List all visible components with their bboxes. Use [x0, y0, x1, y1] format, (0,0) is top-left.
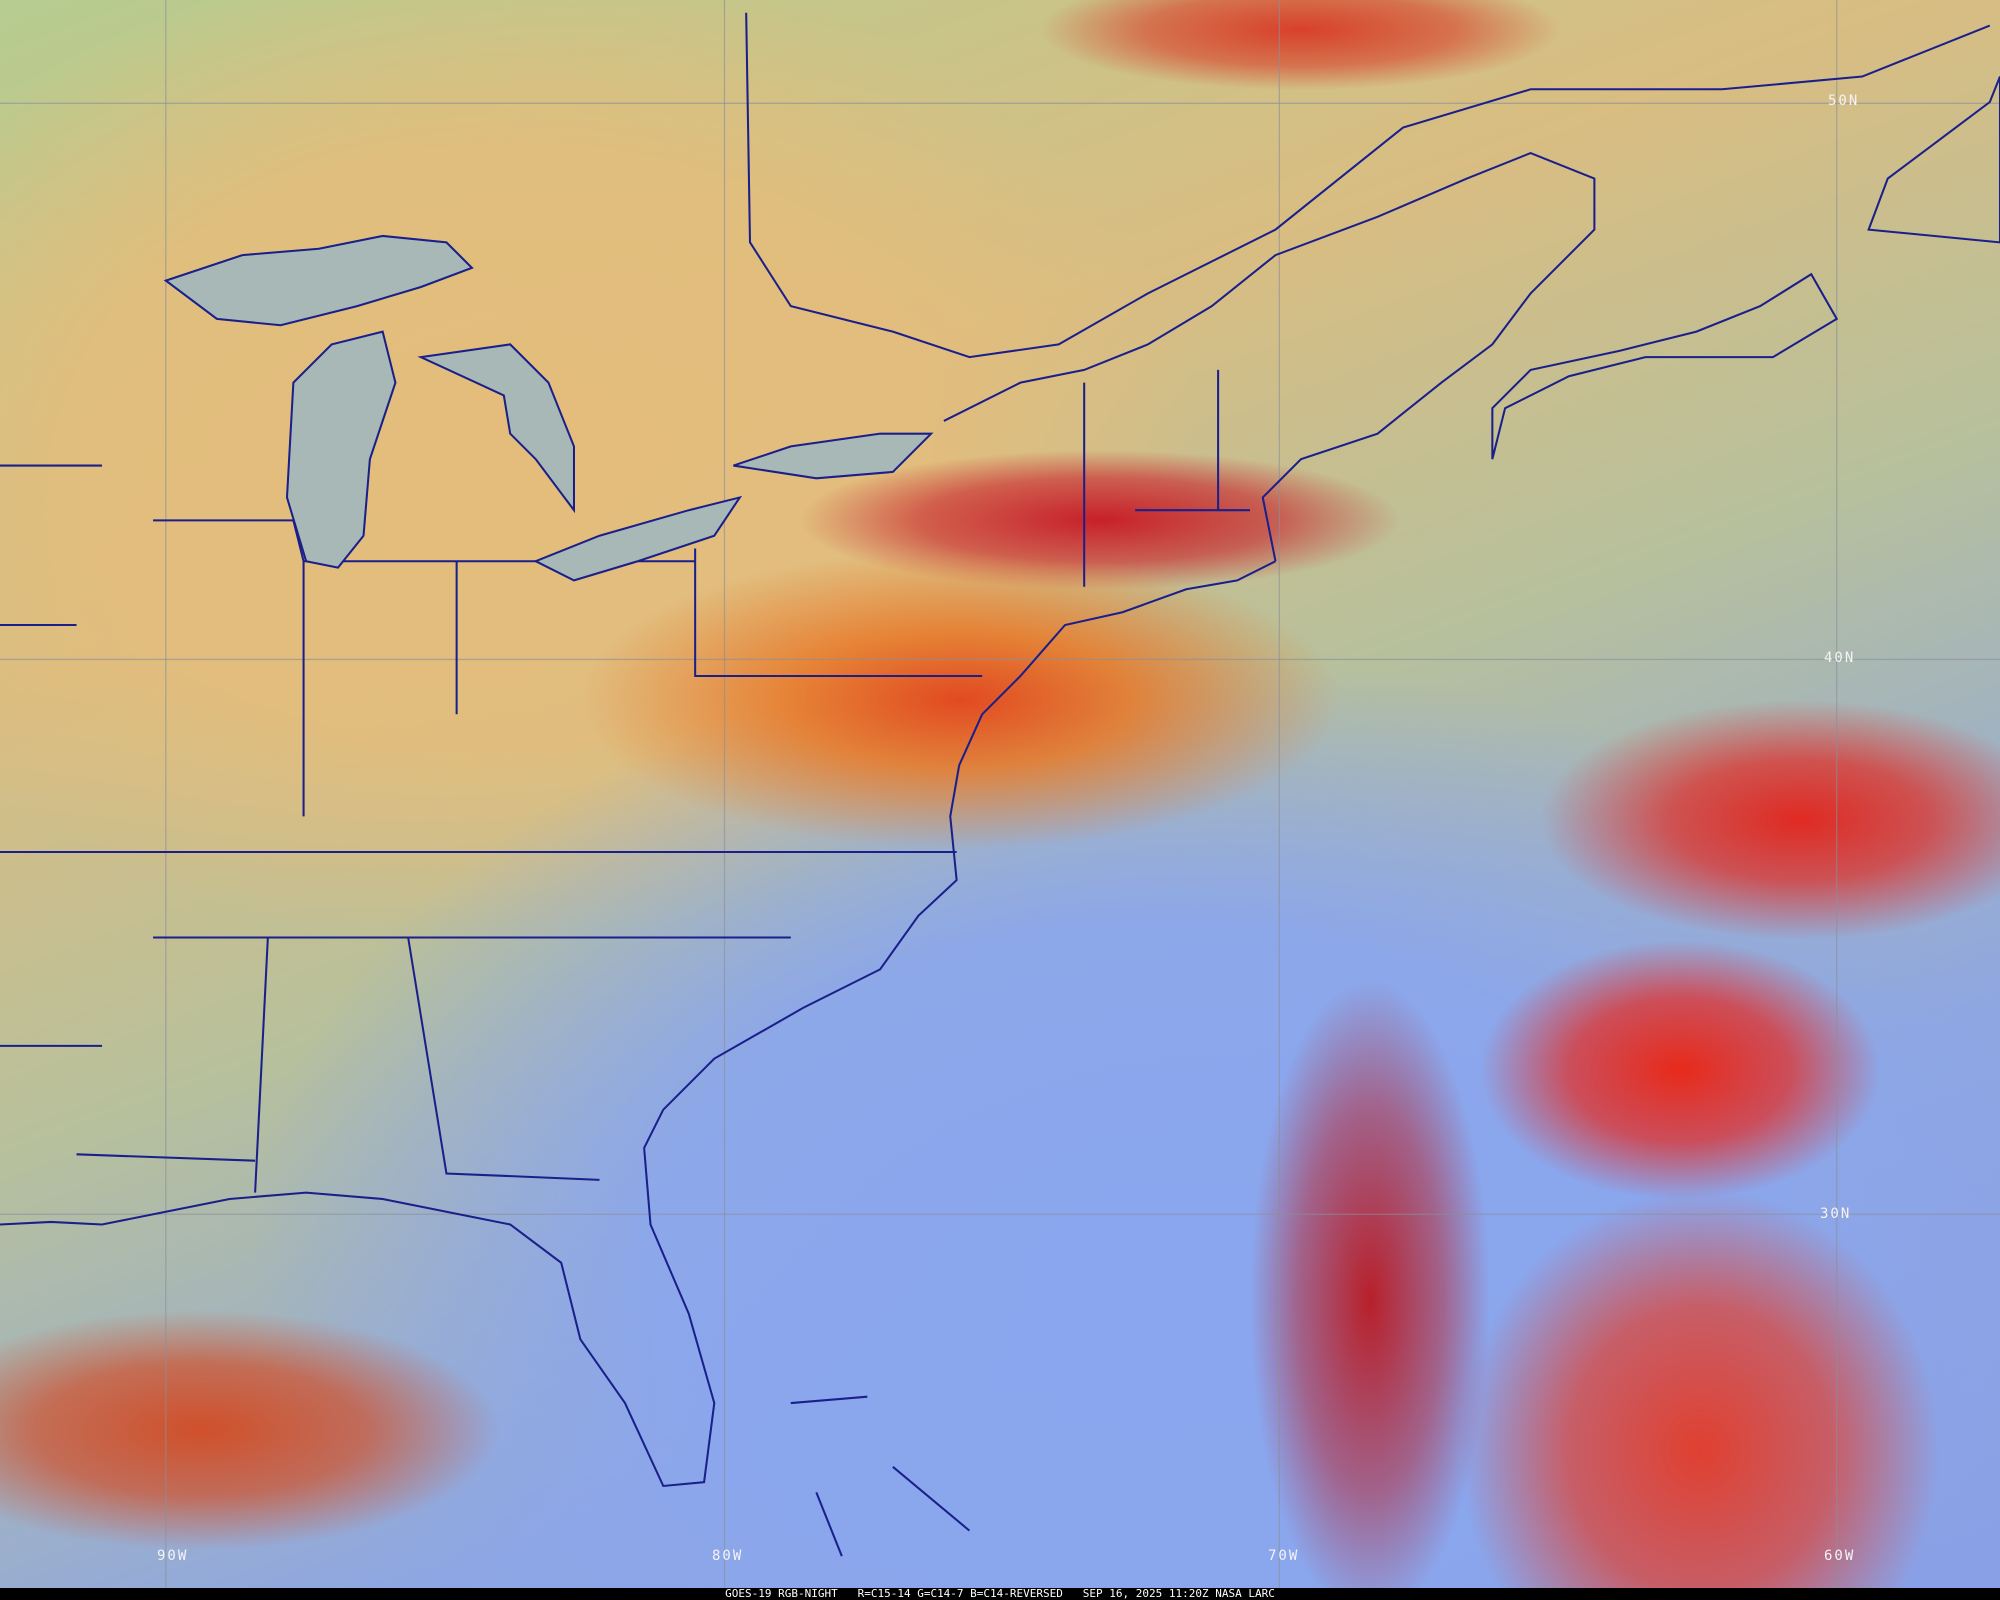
image-caption: GOES-19 RGB-NIGHT R=C15-14 G=C14-7 B=C14… — [0, 1588, 2000, 1600]
lake-michigan — [285, 330, 397, 569]
lat-label-30n: 30N — [1820, 1206, 1852, 1222]
nova-scotia — [1491, 272, 1839, 460]
canada-coastline — [943, 151, 1596, 562]
caption-satellite: GOES-19 RGB-NIGHT — [725, 1587, 838, 1600]
lon-label-70w: 70W — [1268, 1548, 1300, 1564]
caption-credit: NASA LARC — [1215, 1587, 1275, 1600]
newfoundland — [1867, 76, 2000, 244]
lake-superior — [163, 234, 474, 327]
hudson-bay-coast — [745, 12, 1991, 359]
lake-ontario — [733, 432, 934, 480]
lake-erie — [533, 495, 743, 582]
coastlines — [0, 12, 2000, 1557]
caribbean-islands — [790, 1395, 971, 1557]
caption-datetime: SEP 16, 2025 11:20Z — [1082, 1587, 1209, 1600]
state-borders — [0, 369, 1250, 1193]
lon-label-90w: 90W — [157, 1548, 189, 1564]
lat-label-40n: 40N — [1824, 650, 1856, 666]
lat-label-50n: 50N — [1828, 93, 1860, 109]
caption-channels: R=C15-14 G=C14-7 B=C14-REVERSED — [857, 1587, 1063, 1600]
lon-label-80w: 80W — [712, 1548, 744, 1564]
lon-label-60w: 60W — [1824, 1548, 1856, 1564]
lake-huron — [417, 343, 575, 514]
us-east-coastline — [0, 560, 1276, 1488]
